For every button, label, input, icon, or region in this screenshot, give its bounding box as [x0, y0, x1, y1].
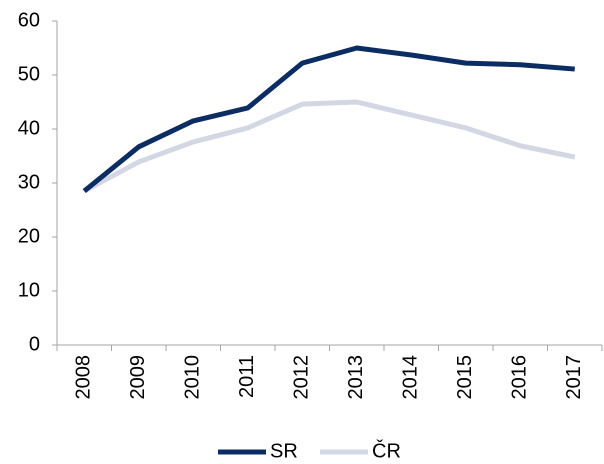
y-tick-label: 60 — [18, 9, 40, 31]
y-tick-label: 40 — [18, 117, 40, 139]
x-tick-label: 2015 — [454, 355, 476, 400]
x-tick-label: 2008 — [73, 355, 95, 400]
x-tick-label: 2010 — [182, 355, 204, 400]
x-tick-label: 2016 — [509, 355, 531, 400]
x-tick-label: 2013 — [345, 355, 367, 400]
y-tick-label: 20 — [18, 225, 40, 247]
y-tick-label: 10 — [18, 279, 40, 301]
x-tick-label: 2011 — [236, 355, 258, 398]
x-tick-label: 2009 — [127, 355, 149, 400]
y-tick-label: 50 — [18, 63, 40, 85]
x-tick-label: 2017 — [563, 355, 585, 400]
y-tick-label: 0 — [29, 333, 40, 355]
x-tick-label: 2014 — [400, 355, 422, 400]
line-series — [82, 45, 575, 194]
legend-label: SR — [270, 440, 298, 462]
legend-label: ČR — [372, 439, 401, 462]
y-tick-label: 30 — [18, 171, 40, 193]
x-tick-label: 2012 — [291, 355, 313, 400]
line-series — [83, 99, 576, 194]
